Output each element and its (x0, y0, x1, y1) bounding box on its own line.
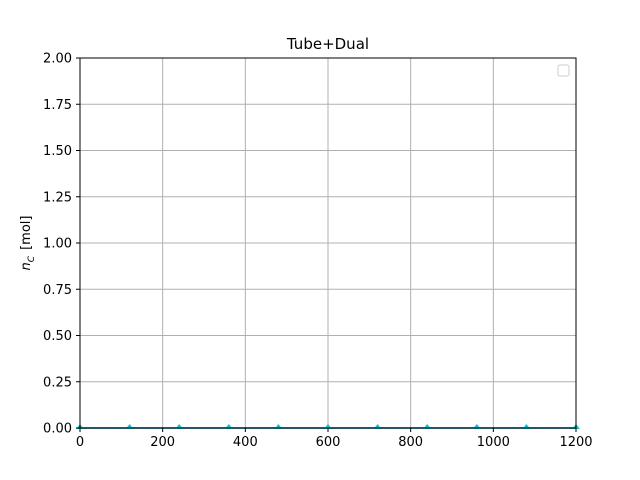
x-tick-label: 600 (316, 435, 341, 450)
y-tick-label: 2.00 (43, 52, 72, 67)
x-tick-label: 200 (150, 435, 175, 450)
y-axis-label-unit: [mol] (19, 216, 34, 250)
legend (557, 64, 570, 77)
y-axis-label-variable: n (19, 262, 34, 270)
y-tick-label: 1.25 (43, 190, 72, 205)
y-tick-label: 1.00 (43, 237, 72, 252)
chart-title: Tube+Dual (286, 35, 369, 53)
y-tick-label: 0.25 (43, 375, 72, 390)
y-axis-label: nC [mol] (19, 216, 37, 271)
x-tick-label: 400 (233, 435, 258, 450)
y-tick-label: 0.00 (43, 422, 72, 437)
legend-box (557, 64, 570, 77)
y-tick-label: 1.75 (43, 98, 72, 113)
x-tick-label: 0 (76, 435, 84, 450)
x-tick-label: 1000 (477, 435, 510, 450)
x-tick-label: 1200 (559, 435, 592, 450)
axis-ticks: 0 200 400 600 800 1000 1200 0.00 0.25 0.50 0.75 1.0… (43, 52, 593, 451)
y-tick-label: 1.50 (43, 144, 72, 159)
x-tick-label: 800 (398, 435, 423, 450)
y-tick-label: 0.75 (43, 283, 72, 298)
y-tick-label: 0.50 (43, 329, 72, 344)
grid-lines (79, 57, 577, 429)
y-axis-label-subscript: C (27, 255, 37, 262)
